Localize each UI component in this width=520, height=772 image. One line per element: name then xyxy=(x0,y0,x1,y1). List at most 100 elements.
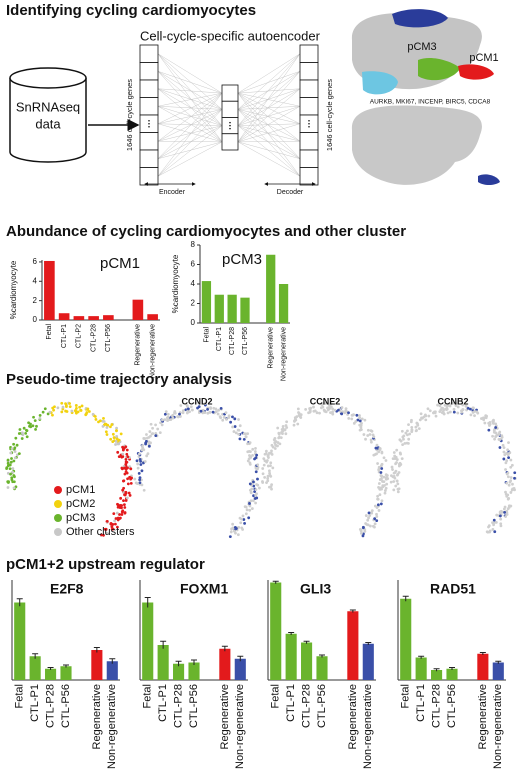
connection xyxy=(237,88,301,126)
cell-dot xyxy=(253,490,257,494)
cell-dot xyxy=(270,452,274,456)
cell-dot xyxy=(252,480,255,484)
cell-dot xyxy=(141,446,145,450)
cell-dot xyxy=(115,429,118,432)
cell-dot xyxy=(244,512,248,516)
bar xyxy=(301,642,313,680)
connection xyxy=(157,106,223,110)
cell-dot xyxy=(98,419,102,423)
x-tick-label: CTL-P56 xyxy=(188,684,200,728)
cell-dot xyxy=(105,519,109,523)
cell-dot xyxy=(251,447,255,451)
cell-dot xyxy=(451,401,455,405)
cell-dot xyxy=(382,475,386,479)
cell-dot xyxy=(270,487,273,491)
cell-dot xyxy=(340,412,344,416)
cell-dot xyxy=(119,432,123,436)
input-label: data xyxy=(35,116,61,131)
cell-dot xyxy=(253,450,257,453)
cell-dot xyxy=(284,424,288,427)
cell-dot xyxy=(473,410,477,413)
x-tick-label: Fetal xyxy=(46,324,53,340)
cell-dot xyxy=(246,459,250,463)
cell-dot xyxy=(124,470,128,474)
cell-dot xyxy=(491,434,494,438)
cell-dot xyxy=(399,463,403,466)
cell-dot xyxy=(124,462,128,466)
cell-dot xyxy=(309,406,313,410)
cell-dot xyxy=(350,417,354,421)
cell-dot xyxy=(358,423,362,427)
cell-dot xyxy=(320,403,324,406)
legend-swatch xyxy=(54,528,62,536)
cell-dot xyxy=(461,407,465,411)
cell-dot xyxy=(214,410,218,414)
node xyxy=(139,97,159,116)
cell-dot xyxy=(161,418,164,422)
cell-dot xyxy=(448,410,452,414)
cell-dot xyxy=(212,406,216,410)
connection xyxy=(237,106,301,143)
cell-dot xyxy=(347,411,350,415)
connection xyxy=(157,125,223,177)
bar xyxy=(142,602,154,680)
cell-dot xyxy=(121,447,125,451)
cell-dot xyxy=(135,459,139,463)
cell-dot xyxy=(51,413,54,417)
cell-dot xyxy=(35,424,38,428)
cell-dot xyxy=(166,419,169,422)
cell-dot xyxy=(379,502,383,506)
cell-dot xyxy=(420,416,423,420)
connection xyxy=(237,141,301,143)
cell-dot xyxy=(364,514,368,517)
cell-dot xyxy=(362,433,366,436)
cell-dot xyxy=(366,434,370,437)
cell-dot xyxy=(214,407,218,411)
cell-dot xyxy=(491,419,495,423)
cell-dot xyxy=(8,467,12,471)
cell-dot xyxy=(145,436,149,440)
cell-dot xyxy=(154,431,158,435)
cell-dot xyxy=(376,503,380,507)
cell-dot xyxy=(32,415,35,419)
x-tick-label: Regenerative xyxy=(91,684,103,749)
cell-dot xyxy=(130,476,133,480)
cell-dot xyxy=(499,522,503,526)
cell-dot xyxy=(329,411,332,415)
autoencoder-title: Cell-cycle-specific autoencoder xyxy=(140,28,321,43)
cell-dot xyxy=(237,432,241,436)
node xyxy=(139,149,159,168)
cell-dot xyxy=(231,526,235,530)
cell-dot xyxy=(10,447,14,451)
cell-dot xyxy=(272,438,276,442)
cell-dot xyxy=(133,477,137,481)
cell-dot xyxy=(375,519,379,523)
cell-dot xyxy=(262,463,266,467)
cell-dot xyxy=(110,527,114,531)
cell-dot xyxy=(277,432,281,436)
connection xyxy=(157,141,223,143)
cell-dot xyxy=(498,514,502,518)
cell-dot xyxy=(12,486,16,490)
cell-dot xyxy=(10,457,13,460)
cell-dot xyxy=(312,409,316,413)
connection xyxy=(237,53,301,126)
bar xyxy=(477,653,489,680)
ellipsis-dot xyxy=(229,121,231,124)
cell-dot xyxy=(13,450,17,453)
bar xyxy=(14,602,26,680)
cell-dot xyxy=(6,486,10,489)
cell-dot xyxy=(378,493,382,497)
cell-dot xyxy=(201,411,205,415)
cell-dot xyxy=(456,405,460,409)
cell-dot xyxy=(141,444,144,447)
node xyxy=(299,62,319,81)
cell-dot xyxy=(408,432,412,436)
cell-dot xyxy=(266,464,270,468)
y-axis-label: %cardiomyocyte xyxy=(9,260,18,319)
cell-dot xyxy=(395,458,399,461)
x-tick-label: CTL-P1 xyxy=(216,327,223,351)
cell-dot xyxy=(258,486,261,490)
cell-dot xyxy=(114,517,118,520)
cell-dot xyxy=(382,480,386,484)
